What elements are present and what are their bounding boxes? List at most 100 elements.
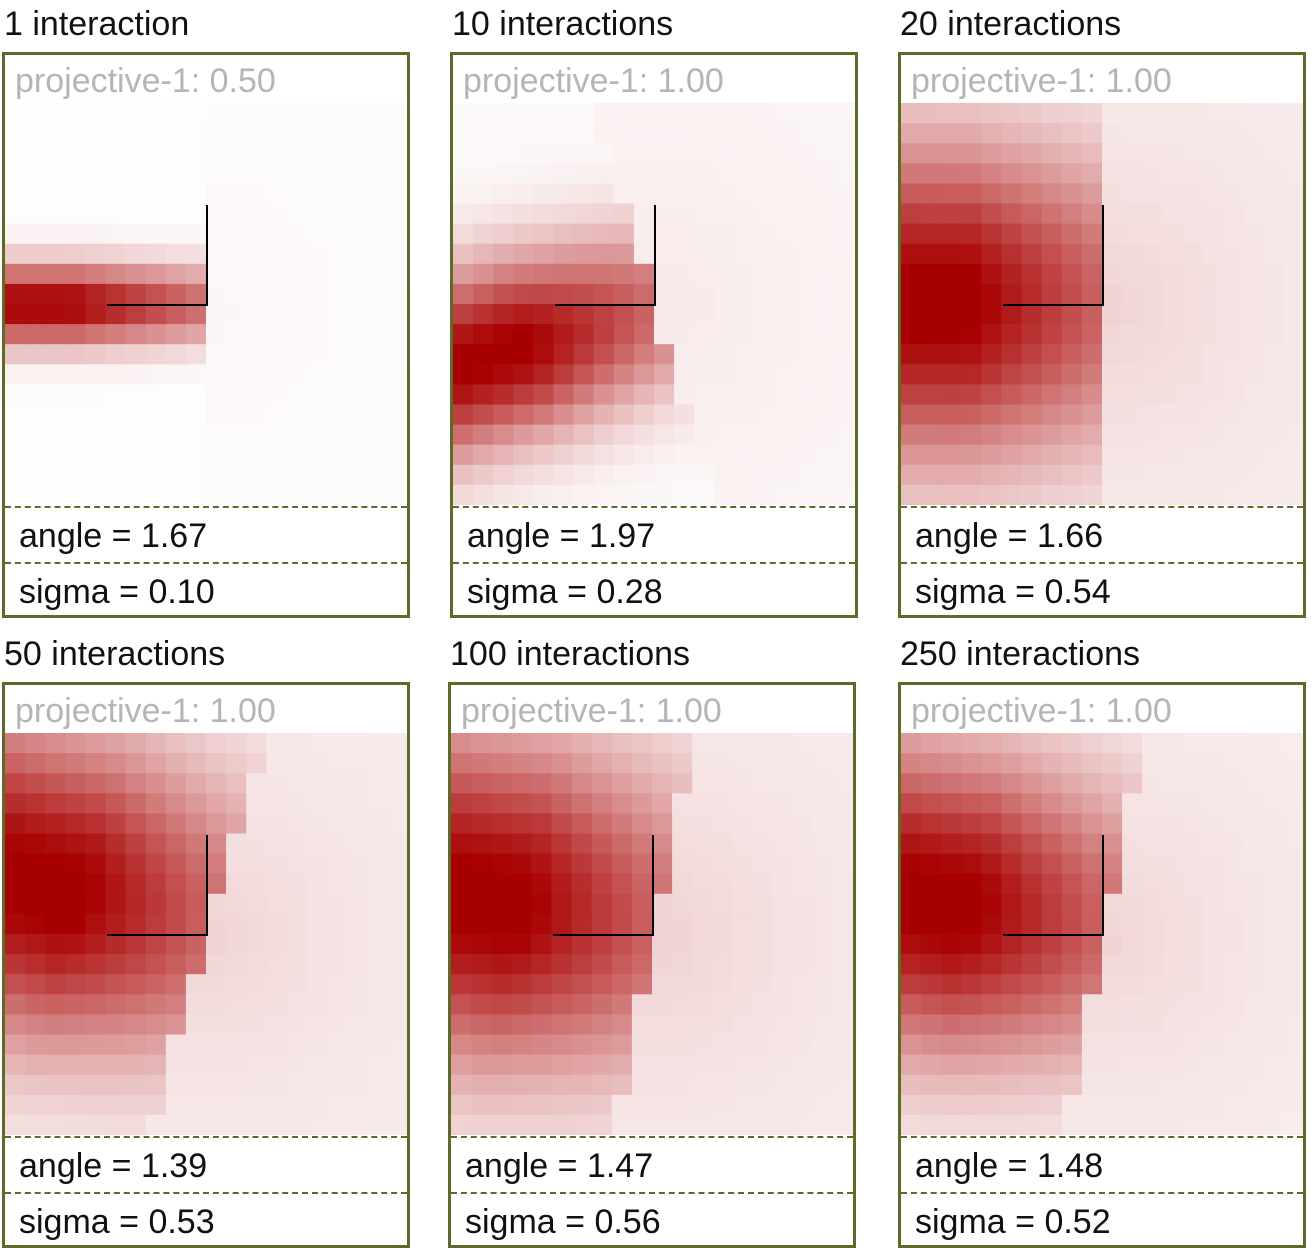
heat-cell: [286, 954, 308, 975]
heat-cell: [692, 1034, 713, 1056]
heat-cell: [5, 283, 26, 305]
heat-cell: [692, 873, 713, 895]
heat-cell: [774, 444, 796, 466]
heat-cell: [672, 753, 693, 774]
heat-cell: [1001, 283, 1023, 305]
heat-cell: [1282, 304, 1303, 325]
heat-cell: [226, 733, 247, 754]
heat-cell: [533, 404, 555, 426]
heat-cell: [794, 183, 816, 205]
heat-cell: [571, 913, 593, 935]
panel-frame: projective-1: 1.00 angle = 1.39 sigma = …: [2, 682, 410, 1248]
heat-cell: [473, 324, 494, 345]
heat-cell: [1182, 183, 1204, 205]
heat-cell: [901, 404, 922, 426]
heat-cell: [125, 1094, 147, 1116]
heat-cell: [226, 404, 247, 426]
heat-cell: [45, 773, 66, 794]
heat-cell: [45, 1054, 66, 1076]
heat-cell: [573, 304, 595, 325]
heat-cell: [774, 364, 796, 385]
heat-cell: [591, 793, 613, 814]
heat-cell: [652, 1114, 673, 1135]
heat-cell: [473, 364, 494, 385]
heat-cell: [165, 853, 187, 875]
heat-cell: [65, 913, 86, 935]
heat-cell: [961, 1114, 982, 1135]
heat-cell: [613, 364, 635, 385]
heat-cell: [326, 773, 348, 794]
heat-cell: [286, 1054, 308, 1076]
heat-cell: [5, 484, 26, 505]
heat-cell: [961, 404, 982, 426]
heat-cell: [732, 934, 754, 955]
heat-cell: [1102, 304, 1123, 325]
heat-cell: [326, 103, 348, 124]
heat-cell: [1021, 873, 1043, 895]
heat-cell: [1242, 223, 1264, 245]
heat-cell: [45, 1034, 66, 1056]
heat-cell: [1282, 263, 1303, 285]
heat-cell: [633, 384, 655, 406]
heat-cell: [306, 424, 328, 446]
heat-cell: [1142, 484, 1163, 505]
heat-cell: [941, 163, 962, 184]
heat-cell: [981, 183, 1003, 205]
heat-cell: [185, 324, 207, 345]
heat-cell: [1242, 263, 1264, 285]
heat-cell: [961, 893, 982, 915]
heat-cell: [941, 773, 962, 794]
heat-cell: [266, 424, 287, 446]
heat-cell: [25, 1054, 46, 1076]
heat-cell: [571, 813, 593, 835]
heat-cell: [652, 873, 673, 895]
heat-cell: [266, 934, 287, 955]
heat-cell: [471, 1034, 492, 1056]
heat-cell: [734, 123, 756, 144]
heat-cell: [1162, 1074, 1183, 1096]
heat-cell: [451, 853, 472, 875]
heat-cell: [1041, 1054, 1063, 1076]
heat-cell: [812, 733, 834, 754]
heat-cell: [774, 123, 796, 144]
heat-cell: [1041, 324, 1063, 345]
heat-cell: [901, 1074, 922, 1096]
heat-cell: [65, 1114, 86, 1135]
heat-cell: [531, 793, 553, 814]
heat-cell: [571, 773, 593, 794]
heat-cell: [551, 873, 573, 895]
heat-cell: [453, 364, 474, 385]
heat-cell: [754, 424, 776, 446]
heat-cell: [732, 733, 754, 754]
heat-cell: [491, 793, 512, 814]
heat-cell: [613, 283, 635, 305]
heat-cell: [1222, 994, 1244, 1015]
heat-cell: [712, 793, 733, 814]
angle-label: angle = 1.97: [467, 517, 656, 555]
heat-cell: [1162, 913, 1183, 935]
heat-cell: [1162, 103, 1183, 124]
heat-cell: [794, 384, 816, 406]
heat-cell: [451, 1034, 472, 1056]
heat-cell: [326, 404, 348, 426]
heat-cell: [1021, 103, 1043, 124]
heat-cell: [326, 263, 348, 285]
heat-cell: [1021, 793, 1043, 814]
heat-cell: [692, 853, 713, 875]
heat-cell: [1061, 1054, 1083, 1076]
heat-cell: [246, 773, 267, 794]
heat-cell: [206, 934, 227, 955]
heat-cell: [1242, 324, 1264, 345]
heat-cell: [1061, 324, 1083, 345]
heat-cell: [551, 994, 573, 1015]
heat-cell: [633, 163, 655, 184]
heat-cell: [125, 324, 147, 345]
heat-cell: [286, 143, 308, 164]
heat-cell: [774, 304, 796, 325]
heat-cell: [941, 833, 962, 855]
heat-cell: [266, 1054, 287, 1076]
heat-cell: [1021, 1034, 1043, 1056]
heat-cell: [266, 1114, 287, 1135]
heat-cell: [573, 324, 595, 345]
heat-cell: [814, 203, 836, 225]
